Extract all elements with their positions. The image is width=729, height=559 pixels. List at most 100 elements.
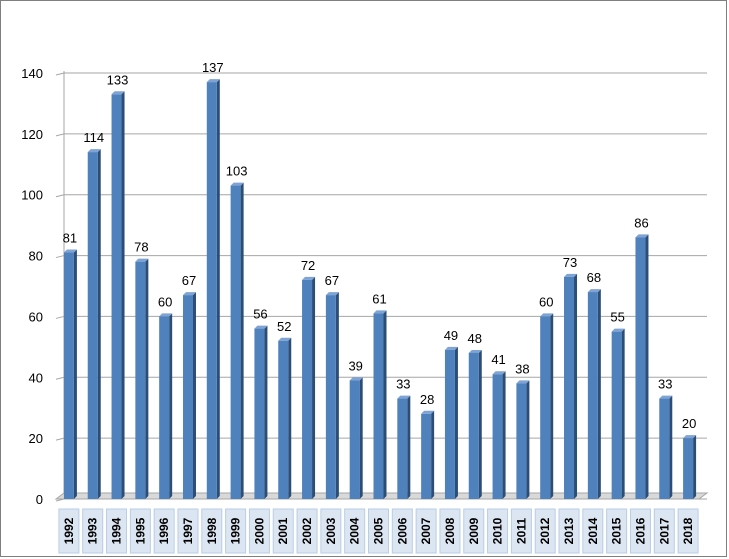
bar-side: [454, 346, 458, 499]
data-label: 61: [372, 291, 386, 306]
gridline-diagonal: [55, 315, 65, 319]
gridline-diagonal: [55, 72, 65, 76]
bar-side: [502, 371, 506, 499]
category-label: 2003: [324, 517, 338, 544]
category-label-box: [225, 508, 247, 554]
bar: [373, 310, 387, 499]
category-label: 1998: [205, 517, 219, 544]
bar-top: [659, 395, 673, 399]
bar-top: [421, 410, 435, 414]
data-label: 73: [563, 255, 577, 270]
category-label-box: [344, 508, 366, 554]
bar: [182, 292, 196, 499]
bar-front: [683, 438, 694, 499]
bar-side: [407, 395, 411, 499]
y-tick-label: 100: [21, 188, 43, 203]
bar: [254, 325, 268, 499]
data-label: 78: [134, 240, 148, 255]
bar: [659, 395, 673, 499]
bar-top: [254, 325, 268, 329]
bar-side: [121, 91, 125, 500]
bar: [421, 410, 435, 499]
bar: [468, 349, 482, 499]
bar: [611, 328, 625, 499]
bar-front: [540, 316, 551, 499]
category-label: 2009: [467, 517, 481, 544]
bar: [444, 346, 458, 499]
data-label: 137: [202, 60, 224, 75]
bar-front: [421, 413, 432, 499]
category-label-box: [439, 508, 461, 554]
bar-side: [597, 289, 601, 499]
data-label: 81: [63, 231, 77, 246]
data-label: 72: [301, 258, 315, 273]
bar: [63, 249, 77, 499]
data-label: 39: [348, 358, 362, 373]
category-label-box: [368, 508, 389, 554]
bar-side: [192, 292, 196, 499]
bar-top: [683, 435, 697, 439]
category-label: 2010: [491, 517, 505, 544]
bar-top: [159, 313, 173, 317]
category-label-box: [201, 508, 223, 554]
category-label: 2005: [372, 517, 386, 544]
category-label-box: [677, 508, 699, 554]
bar-front: [659, 398, 670, 499]
bar-front: [373, 313, 384, 499]
bar: [111, 91, 125, 500]
bar-front: [492, 374, 503, 499]
bar-front: [349, 380, 360, 499]
category-label: 2012: [538, 517, 552, 544]
category-label: 1995: [133, 517, 147, 544]
bar-front: [230, 185, 241, 500]
bar: [397, 395, 411, 499]
bar-front: [516, 383, 527, 499]
bar-top: [63, 249, 77, 253]
bar-top: [373, 310, 387, 314]
bar-front: [182, 295, 193, 499]
y-axis-tick-labels: 0 20 40 60 80 100 120 140: [21, 66, 43, 507]
bar-side: [73, 249, 77, 499]
data-label: 67: [325, 273, 339, 288]
bar: [230, 182, 244, 500]
bar-side: [264, 325, 268, 499]
data-label: 49: [444, 328, 458, 343]
bar-top: [87, 149, 101, 153]
category-label: 2001: [276, 517, 290, 544]
category-label: 2008: [443, 517, 457, 544]
bar-front: [278, 340, 289, 499]
gridline-diagonal: [55, 376, 65, 380]
bar-side: [359, 377, 363, 499]
bar-front: [206, 82, 217, 499]
bar-side: [240, 182, 244, 500]
bar: [206, 79, 220, 499]
bar-top: [278, 337, 292, 341]
bar-front: [111, 94, 122, 500]
gridline-diagonal: [55, 255, 65, 259]
category-label: 2015: [610, 517, 624, 544]
bar-front: [63, 252, 74, 499]
category-label: 2017: [657, 517, 671, 544]
category-label: 2014: [586, 517, 600, 544]
data-label: 52: [277, 319, 291, 334]
category-label-box: [487, 508, 509, 554]
category-label-box: [82, 508, 104, 554]
category-label: 2007: [419, 517, 433, 544]
category-label: 2011: [514, 518, 528, 544]
bar-front: [159, 316, 170, 499]
bar-front: [135, 261, 146, 499]
bar-top: [611, 328, 625, 332]
data-label: 33: [658, 377, 672, 392]
category-label: 1992: [62, 517, 76, 544]
y-tick-label: 80: [29, 249, 43, 264]
bar: [349, 377, 363, 499]
category-label: 1999: [229, 517, 243, 544]
bar-side: [312, 276, 316, 499]
category-label: 2006: [395, 517, 409, 544]
category-label-box: [320, 508, 342, 554]
bar-side: [335, 292, 339, 499]
bar-top: [492, 371, 506, 375]
y-tick-label: 60: [29, 309, 43, 324]
bar-front: [468, 352, 479, 499]
